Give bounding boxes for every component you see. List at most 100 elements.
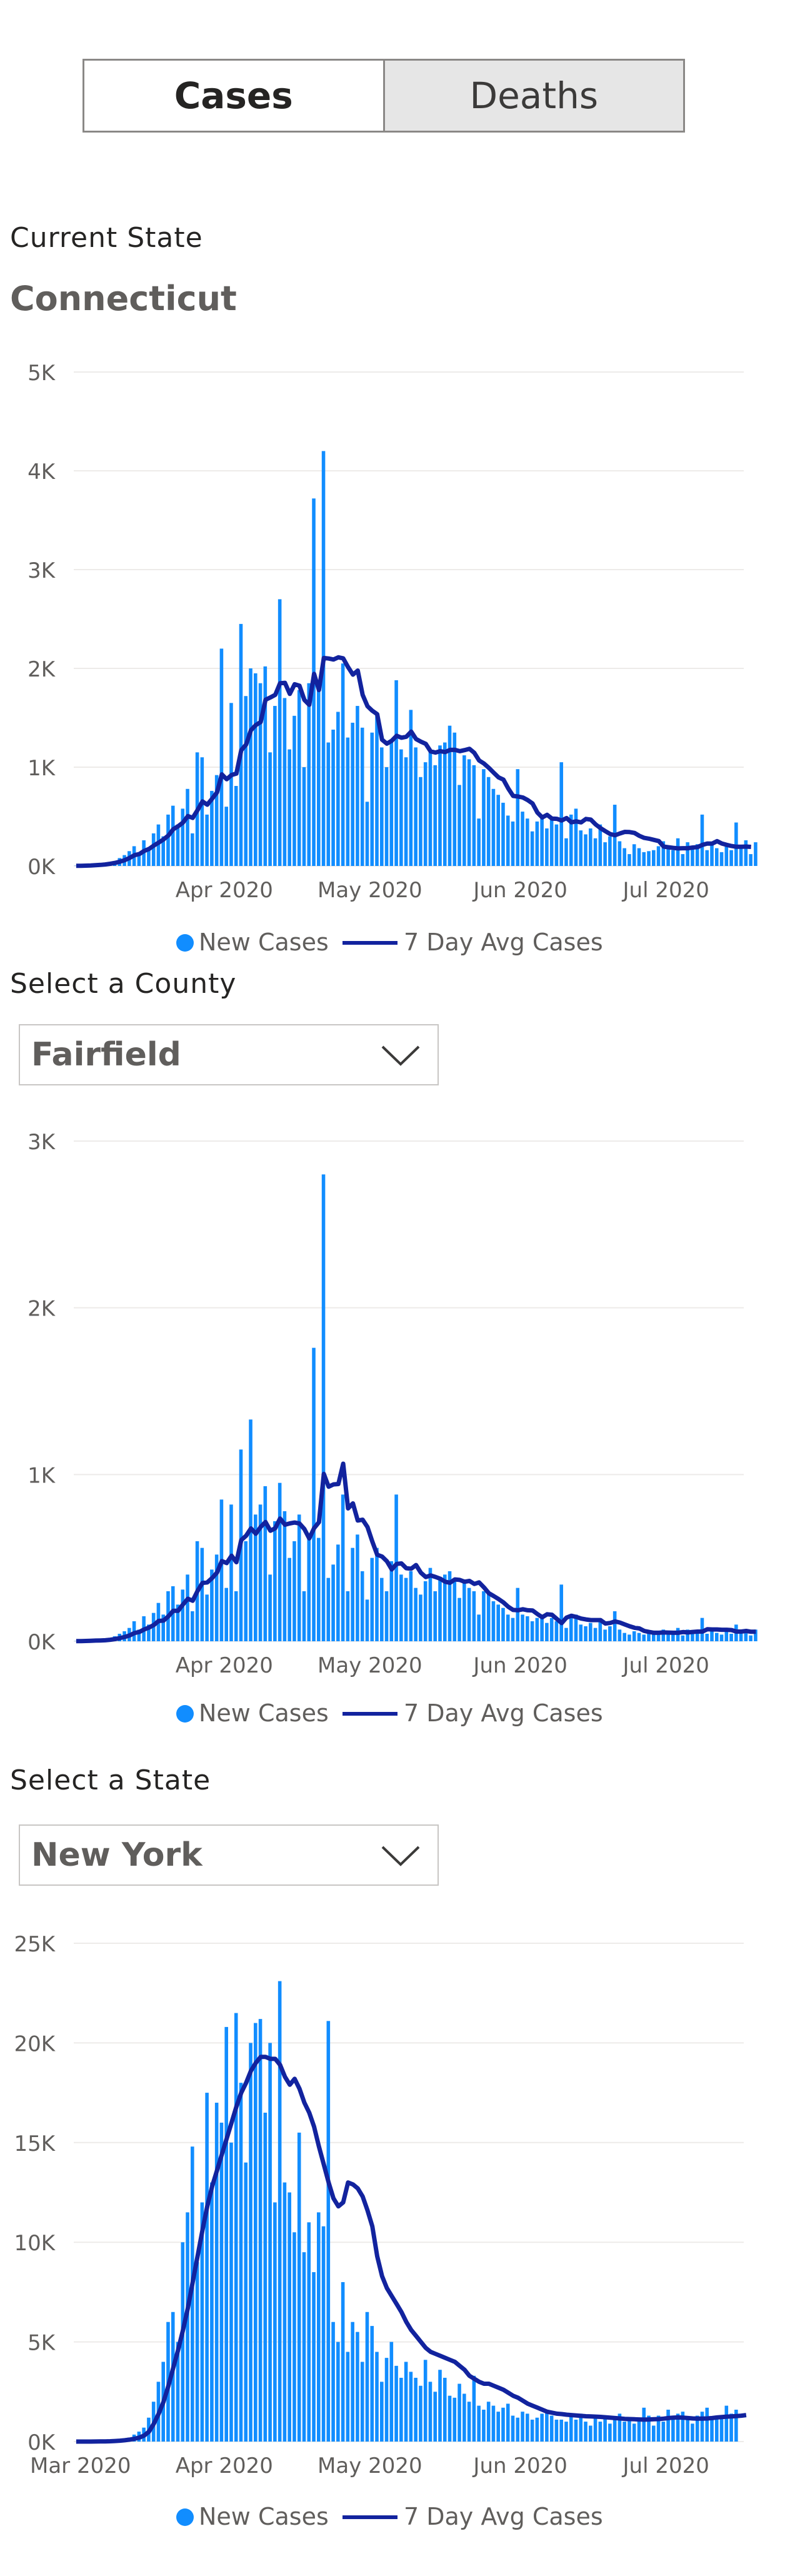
bar — [171, 805, 175, 866]
bar — [375, 1547, 379, 1641]
bar — [724, 846, 729, 866]
bar — [705, 1634, 709, 1641]
bar — [394, 2365, 398, 2442]
bar — [714, 848, 719, 866]
bar — [700, 2412, 704, 2442]
bar — [229, 1504, 233, 1641]
y-tick-label: 15K — [14, 2131, 56, 2156]
bar — [579, 1624, 583, 1641]
bar — [695, 1631, 699, 1641]
bar — [423, 1581, 428, 1641]
bar — [433, 765, 438, 866]
x-tick-label: Jul 2020 — [622, 2453, 709, 2478]
bar — [700, 814, 704, 866]
bar — [754, 842, 758, 866]
bar — [710, 2419, 714, 2442]
bar — [263, 2112, 268, 2442]
bar — [360, 1571, 364, 1641]
bar — [384, 2358, 389, 2442]
bar — [598, 824, 602, 866]
bar — [419, 777, 422, 866]
bar — [467, 1587, 471, 1641]
bar — [166, 814, 170, 866]
bar — [506, 2403, 510, 2442]
legend-label-avg: 7 Day Avg Cases — [404, 928, 603, 956]
bar — [258, 1504, 262, 1641]
bar — [545, 1623, 549, 1641]
bar — [399, 749, 403, 866]
bar — [249, 2043, 252, 2442]
bar — [458, 1597, 461, 1641]
bar — [370, 2326, 374, 2442]
bar — [234, 2013, 238, 2442]
bar — [564, 838, 568, 866]
bar — [200, 1547, 204, 1641]
bar — [472, 765, 476, 866]
bar — [292, 1541, 296, 1641]
bar — [244, 696, 248, 866]
x-tick-label: Jun 2020 — [472, 878, 567, 903]
bar — [312, 2272, 316, 2442]
bar — [423, 762, 428, 866]
bar — [628, 1634, 631, 1641]
bar — [579, 830, 583, 866]
bar — [356, 706, 359, 866]
bar — [681, 854, 685, 866]
bar — [486, 2402, 491, 2442]
y-tick-label: 4K — [28, 460, 56, 485]
bar — [176, 2342, 180, 2442]
bar — [462, 2393, 466, 2442]
bar — [346, 2352, 350, 2442]
bar — [365, 1599, 369, 1641]
bar — [336, 1544, 340, 1641]
bar — [530, 2419, 534, 2442]
bar — [477, 2405, 481, 2442]
bar — [191, 833, 194, 866]
bar — [589, 2425, 592, 2442]
state-dropdown[interactable]: New York — [19, 1824, 439, 1886]
x-tick-label: Apr 2020 — [176, 2453, 273, 2478]
bar — [317, 2212, 321, 2442]
bar — [554, 824, 559, 866]
bar — [321, 1174, 326, 1641]
avg-line — [76, 1461, 756, 1644]
x-tick-label: Jul 2020 — [622, 878, 709, 903]
bar — [618, 1629, 622, 1641]
bar — [719, 2415, 724, 2442]
deaths-button[interactable]: Deaths — [382, 61, 683, 131]
bar — [414, 747, 418, 866]
bar — [705, 850, 709, 866]
bar — [423, 2360, 428, 2442]
bar — [452, 1577, 457, 1641]
bar — [442, 1574, 447, 1641]
metric-toggle: Cases Deaths — [82, 59, 685, 133]
bar — [511, 821, 515, 866]
bar — [409, 710, 413, 866]
y-tick-label: 10K — [14, 2231, 56, 2256]
bar — [351, 722, 354, 866]
bar — [214, 775, 219, 866]
cases-button[interactable]: Cases — [84, 61, 383, 131]
bar — [254, 2023, 258, 2442]
bar — [554, 2419, 559, 2442]
bar — [632, 844, 636, 866]
bar — [419, 1594, 422, 1641]
bar — [540, 1614, 544, 1641]
bar — [389, 2342, 394, 2442]
bar — [506, 1614, 510, 1641]
bar — [642, 2407, 646, 2442]
bar — [219, 1499, 224, 1641]
bar — [574, 808, 578, 866]
bar — [297, 2132, 301, 2442]
bar — [656, 846, 661, 866]
bar — [603, 2415, 607, 2442]
bar — [501, 2407, 505, 2442]
bar — [394, 1494, 398, 1641]
bar — [268, 1574, 272, 1641]
bar — [598, 1621, 602, 1641]
bar — [399, 2377, 403, 2442]
bar — [549, 818, 554, 866]
bar — [254, 1514, 258, 1641]
bar — [526, 1616, 529, 1641]
county-dropdown[interactable]: Fairfield — [19, 1024, 439, 1085]
